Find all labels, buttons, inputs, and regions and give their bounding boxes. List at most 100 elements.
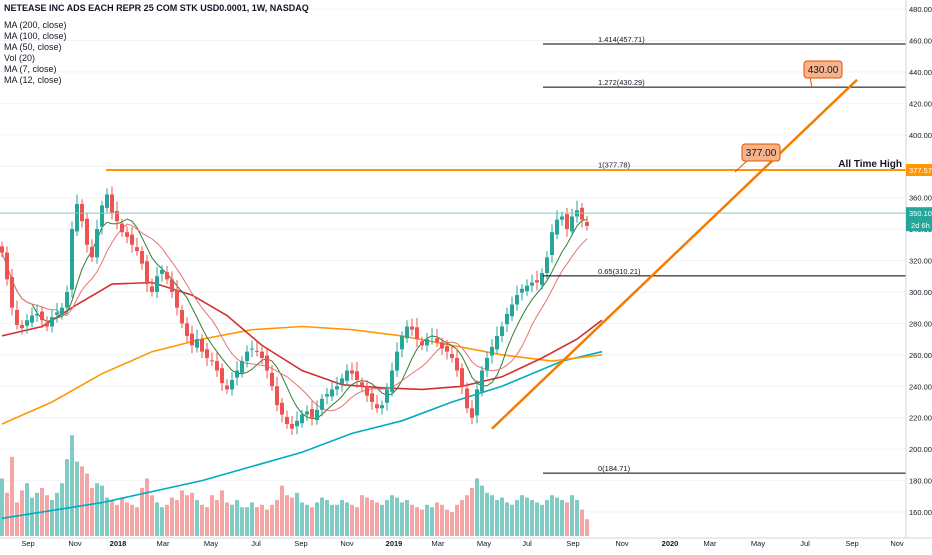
legend-volume[interactable]: Vol (20): [4, 53, 36, 63]
candle: [40, 306, 44, 329]
volume-bar: [545, 500, 549, 536]
x-tick-label: May: [204, 539, 218, 548]
candle: [430, 328, 434, 345]
all-time-high-label: All Time High: [838, 159, 902, 170]
candle: [520, 284, 524, 301]
volume-bar: [330, 504, 334, 536]
candle-body: [475, 389, 479, 416]
candle: [90, 239, 94, 263]
volume-bar: [25, 483, 29, 536]
candle: [75, 194, 79, 237]
candle: [220, 363, 224, 391]
candle-body: [100, 205, 104, 227]
fib-level-label: 0.65(310.21): [598, 267, 641, 276]
y-tick-label: 320.00: [909, 257, 932, 266]
current-price-label: 350.10: [909, 209, 932, 218]
legend-ma200[interactable]: MA (200, close): [4, 20, 67, 30]
candle-body: [145, 261, 149, 285]
candle: [310, 401, 314, 426]
legend-ma100[interactable]: MA (100, close): [4, 31, 67, 41]
candle-body: [195, 339, 199, 348]
volume-bar: [20, 490, 24, 536]
candle: [375, 394, 379, 413]
candle-body: [50, 317, 54, 327]
candle: [345, 364, 349, 386]
x-tick-label: Nov: [68, 539, 82, 548]
volume-bar: [425, 504, 429, 536]
candle: [135, 237, 139, 256]
legend-ma12[interactable]: MA (12, close): [4, 75, 62, 85]
candle: [525, 279, 529, 296]
volume-bar: [585, 519, 589, 536]
candle-body: [545, 257, 549, 274]
candle: [160, 265, 164, 282]
candle: [195, 329, 199, 353]
candle-body: [220, 368, 224, 384]
candle-body: [405, 326, 409, 339]
candle: [55, 302, 59, 323]
candle: [305, 405, 309, 421]
x-tick-label: Mar: [157, 539, 170, 548]
volume-bar: [230, 504, 234, 536]
candle-body: [230, 379, 234, 390]
candle-body: [450, 354, 454, 358]
candle-body: [200, 339, 204, 352]
x-tick-label: Nov: [340, 539, 354, 548]
volume-bar: [320, 497, 324, 536]
candle-body: [515, 295, 519, 305]
candle-body: [40, 311, 44, 321]
candle: [200, 334, 204, 358]
candle: [545, 251, 549, 280]
candle: [445, 339, 449, 360]
candle: [230, 372, 234, 396]
candle: [190, 325, 194, 354]
candle-body: [155, 276, 159, 292]
candle: [300, 409, 304, 428]
volume-bar: [145, 478, 149, 536]
candle-body: [160, 269, 164, 274]
volume-bar: [150, 495, 154, 536]
candle-body: [80, 203, 84, 222]
candle: [210, 352, 214, 366]
candle-body: [5, 252, 9, 280]
candle-body: [460, 368, 464, 387]
volume-bar: [385, 500, 389, 536]
candle-body: [445, 346, 449, 352]
x-tick-label: Mar: [704, 539, 717, 548]
candle-body: [275, 386, 279, 406]
volume-bar: [120, 497, 124, 536]
candle: [455, 348, 459, 377]
candle: [105, 188, 109, 213]
x-tick-label: Jul: [251, 539, 261, 548]
countdown-label: 2d 6h: [911, 221, 930, 230]
ath-price-badge-label: 377.57: [909, 166, 932, 175]
candle-body: [35, 313, 39, 316]
candle-body: [75, 203, 79, 232]
symbol-title[interactable]: NETEASE INC ADS EACH REPR 25 COM STK USD…: [4, 3, 309, 13]
candle-body: [320, 398, 324, 410]
volume-bar: [205, 507, 209, 536]
y-tick-label: 240.00: [909, 382, 932, 391]
candle: [355, 361, 359, 388]
candle: [50, 309, 54, 333]
candle-body: [15, 310, 19, 325]
y-tick-label: 180.00: [909, 477, 932, 486]
volume-bar: [175, 500, 179, 536]
candle-body: [440, 342, 444, 349]
legend-ma7[interactable]: MA (7, close): [4, 64, 57, 74]
volume-bar: [95, 483, 99, 536]
legend-ma50[interactable]: MA (50, close): [4, 42, 62, 52]
volume-bar: [55, 492, 59, 536]
volume-bar: [225, 502, 229, 536]
fib-level-label: 1.272(430.29): [598, 78, 645, 87]
volume-bar: [550, 495, 554, 536]
volume-bar: [535, 502, 539, 536]
candle-body: [325, 394, 329, 397]
volume-bar: [75, 461, 79, 536]
volume-bar: [410, 504, 414, 536]
volume-bar: [255, 507, 259, 536]
y-tick-label: 460.00: [909, 36, 932, 45]
candle-body: [505, 313, 509, 325]
candle-body: [370, 393, 374, 402]
